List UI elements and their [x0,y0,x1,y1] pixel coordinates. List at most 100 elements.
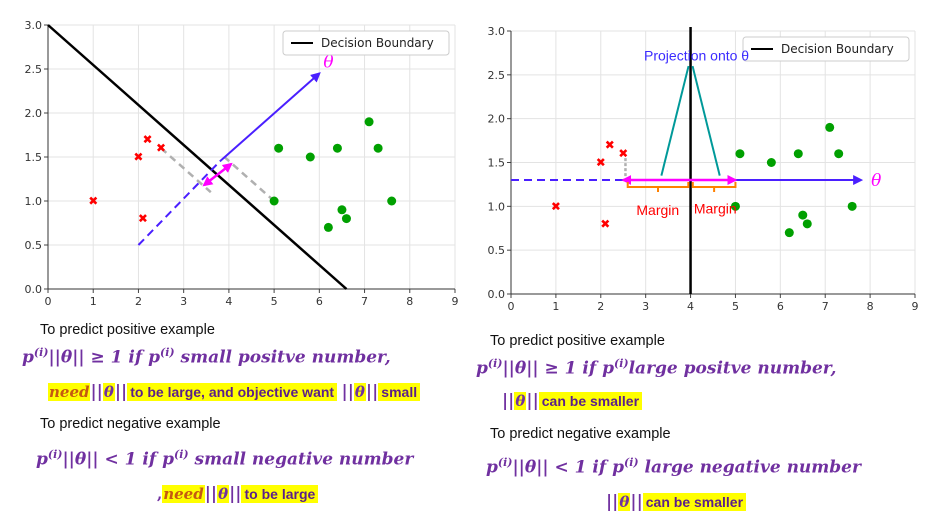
right-xtick-label: 7 [822,300,829,313]
left-to-be-large-highlight: to be large [241,485,319,503]
left-xtick-label: 0 [45,295,52,308]
left-ytick-label: 2.5 [25,63,43,76]
left-xtick-label: 8 [406,295,413,308]
left-positive-rule: p(i)||θ|| ≥ 1 if p(i) small positve numb… [22,346,391,368]
right-plot: 0 1 2 3 4 5 6 7 8 90.00.51.01.52.02.53.0✖✖✖✖✖θDec… [488,25,919,313]
right-theta-label: θ [871,171,881,191]
left-legend-label: Decision Boundary [321,36,434,50]
left-positive-point [373,143,383,153]
right-positive-point [784,228,794,238]
margin-bracket-right [691,182,737,193]
left-ytick-label: 3.0 [25,19,43,32]
right-positive-point [766,158,776,167]
right-xtick-label: 1 [552,300,559,313]
right-positive-point [798,210,808,220]
left-ytick-label: 0.0 [25,283,43,296]
left-decision-boundary [47,24,348,290]
need-word-1: need [48,383,91,401]
right-positive-point [825,122,835,132]
right-smaller-line-1: ||θ|| can be smaller [502,391,643,411]
right-ytick-label: 2.5 [488,69,506,82]
left-xtick-label: 7 [361,295,368,308]
left-xtick-label: 4 [225,295,232,308]
margin-bracket-left [626,182,690,193]
left-positive-point [364,117,374,127]
left-positive-title: To predict positive example [40,322,215,338]
left-xtick-label: 6 [316,295,323,308]
right-can-be-smaller-2: can be smaller [642,493,747,511]
left-positive-point [341,214,351,224]
left-negative-point: ✖ [88,194,98,208]
left-positive-point [274,143,284,153]
left-xtick-label: 9 [452,295,459,308]
right-negative-point: ✖ [600,217,610,231]
left-need-line-1: need||θ|| to be large, and objective want… [48,382,421,402]
right-xtick-label: 3 [642,300,649,313]
right-ytick-label: 3.0 [488,25,506,38]
left-negative-point: ✖ [156,141,166,155]
left-xtick-label: 5 [271,295,278,308]
left-projection-dash [223,156,275,202]
left-ytick-label: 1.0 [25,195,43,208]
left-xtick-label: 2 [135,295,142,308]
left-negative-rule-text: small negative number [194,449,414,470]
left-legend-box [282,30,450,56]
left-positive-point [387,196,397,206]
right-ytick-label: 0.0 [488,288,506,301]
projection-label: Projection onto θ [644,48,749,64]
left-negative-point: ✖ [133,150,143,164]
projection-line-right [691,65,721,176]
left-xtick-label: 3 [180,295,187,308]
right-positive-point [735,149,745,159]
right-ytick-label: 0.5 [488,244,506,257]
left-positive-point [305,152,315,162]
right-smaller-line-2: ||θ|| can be smaller [606,492,747,512]
right-positive-title: To predict positive example [490,333,665,349]
left-negative-point: ✖ [138,212,148,226]
left-positive-rule-text: small positve number, [180,347,391,368]
right-can-be-smaller-1: can be smaller [538,392,643,410]
left-margin-arrow [202,162,233,187]
left-xtick-label: 1 [90,295,97,308]
right-ytick-label: 1.5 [488,157,506,170]
right-positive-point [834,149,844,159]
right-positive-point [847,201,857,211]
right-ytick-label: 2.0 [488,113,506,126]
left-small-highlight: small [378,383,421,401]
left-ytick-label: 1.5 [25,151,43,164]
right-xtick-label: 9 [912,300,919,313]
right-negative-rule: p(i)||θ|| < 1 if p(i) large negative num… [486,456,861,478]
right-positive-rule-text: large positve number, [628,358,837,379]
right-negative-title: To predict negative example [490,426,671,442]
left-negative-rule: p(i)||θ|| < 1 if p(i) small negative num… [36,448,414,470]
right-xtick-label: 8 [867,300,874,313]
left-positive-point [323,222,333,232]
margin-label-left: Margin [636,202,679,218]
right-xtick-label: 5 [732,300,739,313]
right-ytick-label: 1.0 [488,200,506,213]
left-negative-title: To predict negative example [40,416,221,432]
right-legend-label: Decision Boundary [781,42,894,56]
left-theta-label: θ [323,52,333,72]
left-ytick-label: 2.0 [25,107,43,120]
margin-label-right: Margin [694,200,737,216]
right-positive-point [730,201,740,211]
right-negative-rule-text: large negative number [644,457,861,478]
right-positive-rule: p(i)||θ|| ≥ 1 if p(i)large positve numbe… [476,357,837,379]
right-positive-point [802,219,812,229]
left-negative-point: ✖ [142,132,152,146]
projection-line-left [660,65,690,176]
right-xtick-label: 0 [508,300,515,313]
left-large-objective-highlight: to be large, and objective want [127,383,338,401]
need-word-2: need [162,485,205,503]
left-theta-dashed [137,160,221,246]
left-theta-arrow [219,72,321,163]
left-ytick-label: 0.5 [25,239,43,252]
right-negative-point: ✖ [618,147,628,161]
left-projection-dash [160,147,212,194]
right-xtick-label: 6 [777,300,784,313]
left-positive-point [337,205,347,215]
right-negative-point: ✖ [551,199,561,213]
left-positive-point [332,143,342,153]
left-need-line-2: ,need||θ|| to be large [157,484,319,504]
